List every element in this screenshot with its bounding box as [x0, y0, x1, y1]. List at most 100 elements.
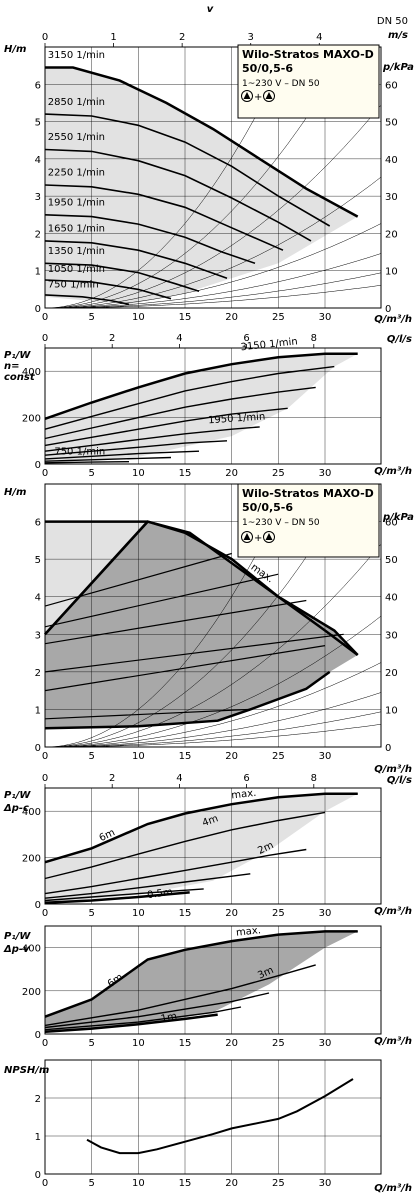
x-tick-label: 30 [319, 1038, 332, 1049]
x-tick-label: 0 [42, 751, 48, 762]
top-tick-label: 8 [311, 773, 317, 784]
top-tick-label: 0 [42, 773, 48, 784]
y-tick-label: 0 [35, 304, 41, 315]
curve-2850-1-min [44, 365, 335, 430]
pump-symbol-icon [241, 90, 253, 102]
curve-label: max. [231, 788, 257, 802]
curve-1050-1-min [44, 456, 172, 462]
y-right-tick-label: 60 [385, 518, 398, 529]
plus-symbol-icon: + [254, 533, 262, 544]
system-curve [45, 223, 382, 309]
curve-1950-1-min [44, 426, 260, 452]
top-tick-label: 4 [176, 333, 182, 344]
curve-label: 1950 1/min [48, 197, 105, 208]
y-axis-label-2: Δp-c [3, 803, 29, 814]
top-tick-label: 1 [110, 32, 116, 43]
curve-label: 750 1/min [54, 446, 105, 457]
x-axis-label: Q/m³/h [374, 466, 412, 477]
system-curve [44, 51, 349, 309]
curve-3150-1-min [45, 66, 359, 218]
pump-symbol-icon [263, 90, 275, 102]
operating-range-area [45, 67, 358, 305]
top-axis-dn: DN 50 [377, 16, 408, 27]
legend-model: 50/0,5-6 [242, 501, 293, 514]
curve-label: 750 1/min [48, 279, 99, 290]
x-tick-label: 20 [225, 468, 238, 479]
y-right-tick-label: 60 [385, 80, 398, 91]
x-axis-label: Q/m³/h [374, 764, 412, 775]
y-axis-label: P₁/W [4, 350, 31, 361]
x-tick-label: 0 [42, 1038, 48, 1049]
legend-model: 50/0,5-6 [242, 62, 293, 75]
system-curve [45, 724, 382, 748]
x-tick-label: 30 [319, 312, 332, 323]
x-tick-label: 25 [272, 468, 285, 479]
curve-1650-1-min [44, 440, 228, 456]
system-curve [45, 692, 382, 748]
x-tick-label: 5 [88, 312, 94, 323]
curve-750-1-min [44, 294, 130, 306]
y-tick-label: 4 [35, 155, 41, 166]
x-tick-label: 5 [88, 908, 94, 919]
x-tick-label: 0 [42, 312, 48, 323]
top-axis-label: Q/l/s [387, 334, 412, 345]
x-tick-label: 0 [42, 468, 48, 479]
y-right-tick-label: 50 [385, 555, 398, 566]
y-right-tick-label: 40 [385, 593, 398, 604]
x-tick-label: 10 [132, 1178, 145, 1189]
curve-label: 1650 1/min [48, 224, 105, 235]
top-tick-label: 0 [42, 333, 48, 344]
curve-label: 3150 1/min [48, 50, 105, 61]
top-tick-label: 8 [311, 333, 317, 344]
y-right-tick-label: 30 [385, 630, 398, 641]
x-tick-label: 10 [132, 751, 145, 762]
legend-box-2: Wilo-Stratos MAXO-D 50/0,5-6 1~230 V – D… [237, 483, 380, 558]
x-tick-label: 15 [179, 751, 192, 762]
control-line [44, 633, 344, 673]
control-line [44, 645, 326, 692]
curve-max. [231, 930, 358, 942]
y-axis-right-label: p/kPa [382, 62, 414, 73]
y-axis-label-2: n= [4, 361, 20, 372]
operating-range-area [45, 793, 358, 903]
x-tick-label: 25 [272, 1178, 285, 1189]
y-axis-label-3: const [4, 372, 36, 383]
x-tick-label: 5 [88, 468, 94, 479]
curve-2850-1-min [44, 113, 331, 227]
x-tick-label: 10 [132, 312, 145, 323]
x-tick-label: 25 [272, 751, 285, 762]
pump-symbol-icon [263, 531, 275, 543]
curve-1350-1-min [44, 262, 200, 292]
y-tick-label: 0 [35, 1170, 41, 1181]
x-tick-label: 0 [42, 1178, 48, 1189]
y-tick-label: 400 [22, 807, 41, 818]
curve-3m [44, 964, 316, 1027]
curve-max. [231, 793, 358, 805]
y-tick-label: 5 [35, 118, 41, 129]
system-curve [45, 615, 382, 748]
x-tick-label: 15 [179, 1038, 192, 1049]
y-tick-label: 0 [35, 900, 41, 911]
plus-symbol-icon: + [254, 92, 262, 103]
y-right-tick-label: 0 [385, 743, 391, 754]
curve-0.5m [44, 891, 190, 905]
x-tick-label: 5 [88, 751, 94, 762]
y-right-tick-label: 20 [385, 229, 398, 240]
curve-label: 0.5m [147, 887, 174, 901]
x-tick-label: 20 [225, 1038, 238, 1049]
curve-1650-1-min [44, 240, 228, 279]
y-right-tick-label: 50 [385, 118, 398, 129]
y-tick-label: 0 [35, 743, 41, 754]
pump-symbol-icon [241, 531, 253, 543]
legend-title: Wilo-Stratos MAXO-D [242, 48, 374, 61]
control-line [44, 599, 307, 645]
system-curve [45, 662, 382, 748]
y-tick-label: 6 [35, 518, 41, 529]
x-tick-label: 20 [225, 312, 238, 323]
x-tick-label: 10 [132, 468, 145, 479]
system-curve [45, 711, 382, 748]
curve-1050-1-min [44, 279, 172, 300]
curve-2550-1-min [44, 386, 316, 440]
panel-hq-control: H/m p/kPa Q/m³/h 0 5 10 15 20 25 3001234560102… [4, 483, 414, 775]
curve-label: 2550 1/min [48, 132, 105, 143]
